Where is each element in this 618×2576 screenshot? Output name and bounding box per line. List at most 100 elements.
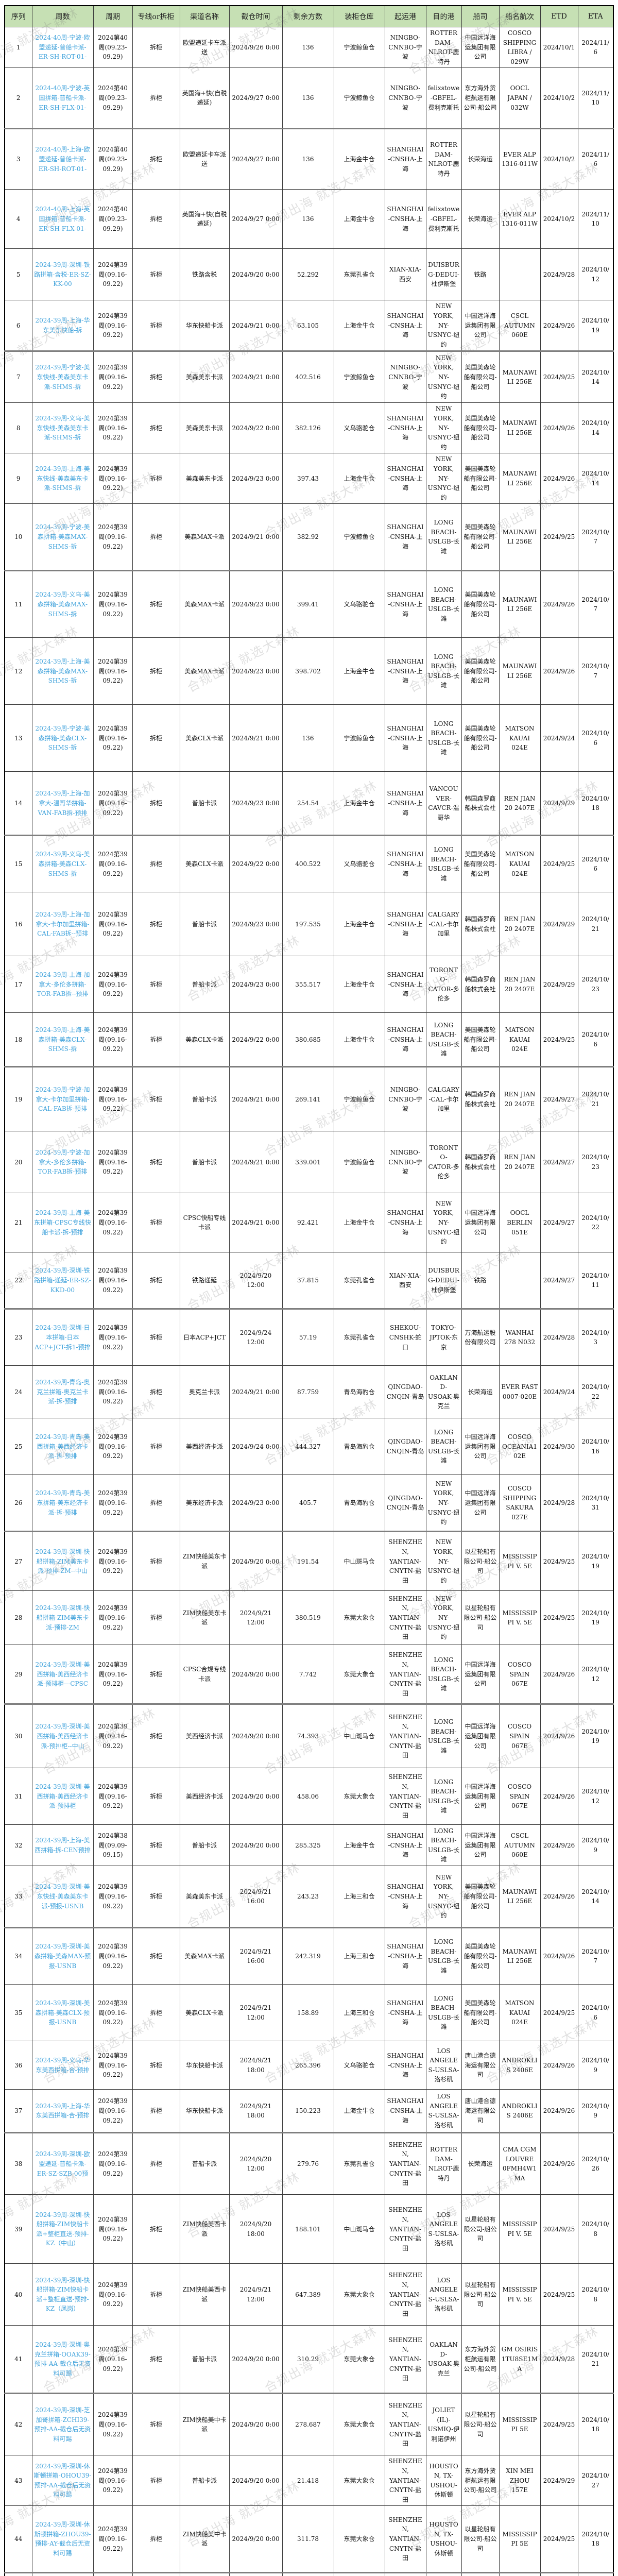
week-link[interactable]: 2024-39周-宁波-加拿大-多伦多拼箱-TOR-FAB拆-预排: [31, 1131, 94, 1194]
cell-vessel: COSCO SHIPPING SAKURA 027E: [499, 1475, 541, 1533]
cell-cutoff: 2024/9/20 18:00: [229, 2194, 283, 2264]
week-link[interactable]: 2024-39周-义乌-美森拼箱-美森MAX-SHMS-拆: [31, 570, 94, 638]
table-row: 16 2024-39周-上海-加拿大-卡尔加里拼箱-CAL-FAB拆--预排 202…: [4, 892, 614, 957]
cell-vol: 444.327: [282, 1418, 334, 1476]
week-link[interactable]: 2024-39周-上海-华东美西拼箱-合-预排: [31, 2089, 94, 2134]
cell-cutoff: 2024/9/24 0:00: [229, 1418, 283, 1476]
cell-cutoff: 2024/9/21 0:00: [229, 351, 283, 403]
week-link[interactable]: 2024-39周-深圳-铁路拼箱-含税-ER-SZ-KK-00: [31, 248, 94, 301]
week-link[interactable]: 2024-39周-上海-美东拼箱-CPSC专线快船卡派-拆-预排: [31, 1193, 94, 1253]
table-row: 9 2024-39周-上海-美东快线-美森美东卡派-SHMS-拆 2024第39周(…: [4, 453, 614, 504]
week-link[interactable]: 2024-39周-宁波-美森拼箱-美森CLX-SHMS-拆: [31, 704, 94, 772]
week-link[interactable]: 2024-39周-深圳-休斯顿拼箱-OHOU39-预排-AA-截仓后无资料可踢: [31, 2455, 94, 2506]
cell-vol: 310.29: [282, 2325, 334, 2395]
week-link[interactable]: 2024-40周-厦门-美西拼箱-美西经济卡派-CPSC-预排: [31, 2572, 94, 2576]
week-link[interactable]: 2024-40周-宁波-欧盟递延-普船卡派-ER-SH-ROT-01-: [31, 26, 94, 69]
week-link[interactable]: 2024-39周-深圳-美西拼箱-美西经济卡派-预排柜---CPSC: [31, 1645, 94, 1705]
week-link[interactable]: 2024-39周-深圳-美森拼箱-美森CLX-预报-USNB: [31, 1984, 94, 2042]
cell-vol: 265.396: [282, 2041, 334, 2090]
week-link[interactable]: 2024-39周-深圳-美森拼箱-美森MAX-预报-USNB: [31, 1927, 94, 1985]
cell-carrier: 以星轮船有限公司-船公司: [461, 2393, 500, 2456]
cell-etd: 2024/9/25: [540, 1012, 578, 1068]
cell-eta: 2024/10/16: [577, 2572, 614, 2576]
cell-carrier: 以星轮船有限公司-船公司: [461, 2505, 500, 2574]
cell-origin: SHANGHAI-CNSHA-上海: [384, 2041, 426, 2090]
cell-vessel: CMA CGM LOUVRE 0FMH4W1MA: [499, 2132, 541, 2195]
cell-cutoff: 2024/9/23 0:00: [229, 570, 283, 638]
week-link[interactable]: 2024-39周-上海-加拿大-多伦多拼箱-TOR-FAB拆--预排: [31, 956, 94, 1013]
cell-carrier: 以星轮船有限公司-船公司: [461, 1531, 500, 1591]
cell-eta: 2024/10/22: [577, 1193, 614, 1253]
week-link[interactable]: 2024-40周-宁波-英国拼箱-普船卡派-ER-SH-FLX-01-: [31, 67, 94, 130]
cell-carrier: 韩国森罗商船株式会社: [461, 1066, 500, 1132]
week-link[interactable]: 2024-40周-上海-英国拼箱-普船卡派-ER-SH-FLX-01-: [31, 189, 94, 249]
week-link[interactable]: 2024-39周-深圳-美东快线-美森美东卡派-预报-USNB: [31, 1866, 94, 1929]
cell-vessel: MISSISSIPPI V. 5E: [499, 1590, 541, 1646]
cell-etd: 2024/9/28: [540, 2325, 578, 2395]
week-link[interactable]: 2024-39周-上海-美森拼箱-美森MAX-SHMS-拆: [31, 637, 94, 705]
cell-channel: 美森MAX卡派: [179, 1927, 230, 1985]
cell-carrier: 韩国森罗商船株式会社: [461, 956, 500, 1013]
cell-vessel: ANDROKLIS 2406E: [499, 2089, 541, 2134]
cell-vessel: [499, 248, 541, 301]
cell-vol: 380.519: [282, 1590, 334, 1646]
week-link[interactable]: 2024-39周-义乌-美东快线-美森美东卡派-SHMS-拆: [31, 402, 94, 454]
week-link[interactable]: 2024-39周-深圳-欧盟递延-普船卡派-ER-SZ-SZB-00预: [31, 2132, 94, 2195]
cell-channel: 普船卡派: [179, 2325, 230, 2395]
week-link[interactable]: 2024-39周-上海-加拿大-卡尔加里拼箱-CAL-FAB拆--预排: [31, 892, 94, 957]
week-link[interactable]: 2024-39周-青岛-奥克兰拼箱-奥克兰卡派-拆-预排: [31, 1365, 94, 1419]
week-link[interactable]: 2024-39周-深圳-快船拼箱-ZIM快船卡派+整柜直送-预排-KZ（凤岗）: [31, 2263, 94, 2326]
cell-etd: 2024/9/26: [540, 402, 578, 454]
cell-channel: 英国海+快(自税递延): [179, 189, 230, 249]
cell-eta: 2024/10/19: [577, 1704, 614, 1769]
cell-etd: 2024/9/26: [540, 453, 578, 504]
cell-carrier: 以星轮船有限公司-船公司: [461, 1590, 500, 1646]
week-link[interactable]: 2024-39周-宁波-加拿大-卡尔加里拼箱-CAL-FAB拆-预排: [31, 1066, 94, 1132]
week-link[interactable]: 2024-39周-青岛-美西拼箱-美西经济卡派-拆-预排: [31, 1418, 94, 1476]
week-link[interactable]: 2024-39周-上海-华东美东快船-拆: [31, 300, 94, 352]
cell-vessel: REN JIAN 20 2407E: [499, 1066, 541, 1132]
table-row: 44 2024-39周-深圳-休斯顿拼箱-ZHOU39-预排-AY-截仓后无资料可…: [4, 2505, 614, 2574]
cell-mode: 拆柜: [132, 1365, 180, 1419]
cell-origin: SHENZHEN, YANTIAN-CNYTN-盐田: [384, 2393, 426, 2456]
week-link[interactable]: 2024-39周-深圳-美西拼箱-美西经济卡派-预排柜: [31, 1768, 94, 1825]
cell-period: 2024第39周(09.16-09.22): [93, 2194, 133, 2264]
week-link[interactable]: 2024-39周-宁波-美东快线-美森美东卡派-SHMS-拆: [31, 351, 94, 403]
cell-vessel: MAUNAWILI 256E: [499, 351, 541, 403]
cell-cutoff: 2024/9/23 0:00: [229, 1475, 283, 1533]
cell-eta: 2024/10/19: [577, 1590, 614, 1646]
cell-wh: 上海金牛仓: [333, 189, 385, 249]
cell-cutoff: 2024/9/21 0:00: [229, 704, 283, 772]
cell-cutoff: 2024/9/24 12:00: [229, 1309, 283, 1366]
week-link[interactable]: 2024-39周-上海-加拿大-温哥华拼箱-VAN-FAB拆-预排: [31, 771, 94, 837]
week-link[interactable]: 2024-39周-义乌-华东美西拼箱-合-预排: [31, 2041, 94, 2090]
week-link[interactable]: 2024-39周-深圳-奥克兰拼箱-OOAK39-预排-AA-截仓后无资料可踢: [31, 2325, 94, 2395]
cell-wh: 上海金牛仓: [333, 956, 385, 1013]
week-link[interactable]: 2024-39周-上海-美森拼箱-美森CLX-SHMS-拆: [31, 1012, 94, 1068]
cell-period: 2024第39周(09.16-09.22): [93, 704, 133, 772]
cell-origin: SHENZHEN, YANTIAN-CNYTN-盐田: [384, 2194, 426, 2264]
week-link[interactable]: 2024-39周-深圳-休斯顿拼箱-ZHOU39-预排-AY-截仓后无资料可踢: [31, 2505, 94, 2574]
cell-dest: NEW YORK, NY-USNYC-纽约: [425, 351, 462, 403]
week-link[interactable]: 2024-40周-上海-欧盟递延-普船卡派-ER-SH-ROT-01-: [31, 128, 94, 190]
week-link[interactable]: 2024-39周-深圳-美西拼箱-美西经济卡派-预排柜--中山: [31, 1704, 94, 1769]
week-link[interactable]: 2024-39周-深圳-芝加哥拼箱-ZCHI39-预排-AA-截仓后无资料可踢: [31, 2393, 94, 2456]
week-link[interactable]: 2024-39周-深圳-快船拼箱-ZIM美东卡派-预排-ZM--中山: [31, 1531, 94, 1591]
cell-seq: 24: [4, 1365, 32, 1419]
week-link[interactable]: 2024-39周-深圳-快船拼箱-ZIM美东卡派-预排-ZM: [31, 1590, 94, 1646]
cell-carrier: 美国美森轮船有限公司-船公司: [461, 1984, 500, 2042]
week-link[interactable]: 2024-39周-上海-美西拼箱-拆-CEN预排: [31, 1824, 94, 1867]
week-link[interactable]: 2024-39周-深圳-快船拼箱-ZIM快船卡派+整柜直送-预排-KZ（中山）: [31, 2194, 94, 2264]
week-link[interactable]: 2024-39周-青岛-美东拼箱-美东经济卡派-拆-预排: [31, 1475, 94, 1533]
cell-origin: NINGBO-CNNBO-宁波: [384, 1131, 426, 1194]
cell-etd: 2024/9/26: [540, 1824, 578, 1867]
week-link[interactable]: 2024-39周-义乌-美森拼箱-美森CLX-SHMS-拆: [31, 835, 94, 893]
week-link[interactable]: 2024-39周-深圳-日本拼箱-日本ACP+JCT-拆1-预排: [31, 1309, 94, 1366]
cell-cutoff: 2024/9/27 0:00: [229, 189, 283, 249]
week-link[interactable]: 2024-39周-上海-美东快线-美森美东卡派-SHMS-拆: [31, 453, 94, 504]
week-link[interactable]: 2024-39周-深圳-铁路拼箱-递延-ER-SZ-KKD-00: [31, 1252, 94, 1310]
cell-carrier: 美国美森轮船有限公司-船公司: [461, 402, 500, 454]
week-link[interactable]: 2024-39周-宁波-美森拼箱-美森MAX-SHMS-拆: [31, 503, 94, 572]
cell-carrier: 韩国森罗商船株式会社: [461, 771, 500, 837]
cell-period: 2024第39周(09.16-09.22): [93, 351, 133, 403]
